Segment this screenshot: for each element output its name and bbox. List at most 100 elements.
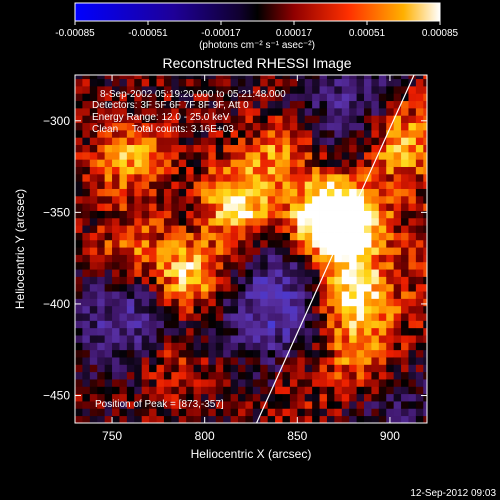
heatmap-cell (334, 210, 343, 219)
heatmap-cell (178, 408, 187, 417)
heatmap-cell (126, 415, 135, 423)
heatmap-cell (163, 107, 172, 116)
heatmap-cell (112, 225, 120, 233)
heatmap-cell (112, 283, 120, 292)
heatmap-cell (223, 225, 232, 233)
heatmap-cell (401, 335, 409, 343)
heatmap-cell (230, 386, 239, 395)
heatmap-cell (89, 129, 98, 138)
heatmap-cell (356, 107, 365, 116)
heatmap-cell (326, 283, 335, 292)
heatmap-cell (349, 195, 357, 204)
heatmap-cell (75, 335, 83, 343)
heatmap-cell (104, 137, 113, 145)
heatmap-cell (230, 115, 239, 124)
heatmap-cell (408, 100, 417, 109)
heatmap-cell (149, 195, 157, 204)
heatmap-cell (245, 122, 254, 131)
heatmap-cell (171, 415, 180, 423)
heatmap-cell (326, 100, 335, 109)
heatmap-cell (208, 144, 217, 153)
heatmap-cell (215, 166, 224, 175)
heatmap-cell (304, 313, 313, 321)
heatmap-cell (341, 269, 350, 277)
heatmap-cell (408, 379, 417, 387)
heatmap-cell (97, 210, 106, 219)
heatmap-cell (393, 349, 402, 358)
heatmap-cell (252, 415, 261, 423)
heatmap-cell (112, 415, 120, 423)
heatmap-cell (289, 217, 298, 226)
heatmap-cell (393, 239, 402, 248)
heatmap-cell (149, 313, 157, 321)
heatmap-cell (378, 137, 387, 145)
heatmap-cell (245, 217, 254, 226)
heatmap-cell (223, 239, 232, 248)
heatmap-cell (104, 415, 113, 423)
heatmap-cell (223, 254, 232, 263)
heatmap-cell (230, 247, 239, 255)
heatmap-cell (275, 217, 283, 226)
heatmap-cell (326, 137, 335, 145)
heatmap-cell (319, 239, 328, 248)
heatmap-cell (171, 349, 180, 358)
heatmap-cell (341, 210, 350, 219)
heatmap-cell (119, 401, 128, 409)
heatmap-cell (200, 269, 209, 277)
heatmap-cell (364, 335, 372, 343)
heatmap-cell (341, 349, 350, 358)
heatmap-cell (112, 247, 120, 255)
heatmap-cell (193, 115, 202, 124)
heatmap-cell (326, 195, 335, 204)
heatmap-cell (112, 115, 120, 124)
heatmap-cell (178, 313, 187, 321)
heatmap-cell (215, 137, 224, 145)
heatmap-cell (319, 379, 328, 387)
heatmap-cell (245, 335, 254, 343)
heatmap-cell (193, 100, 202, 109)
heatmap-cell (156, 93, 165, 102)
heatmap-cell (386, 115, 395, 124)
heatmap-cell (297, 203, 306, 211)
heatmap-cell (82, 78, 91, 87)
heatmap-cell (104, 225, 113, 233)
heatmap-cell (126, 335, 135, 343)
heatmap-cell (193, 386, 202, 395)
heatmap-cell (89, 305, 98, 314)
heatmap-cell (260, 291, 269, 299)
heatmap-cell (408, 93, 417, 102)
heatmap-cell (238, 107, 246, 116)
heatmap-cell (334, 357, 343, 365)
heatmap-cell (267, 349, 276, 358)
heatmap-cell (349, 181, 357, 189)
heatmap-cell (171, 115, 180, 124)
heatmap-cell (238, 364, 246, 373)
heatmap-cell (386, 327, 395, 336)
heatmap-cell (245, 298, 254, 307)
heatmap-cell (82, 225, 91, 233)
heatmap-cell (104, 210, 113, 219)
heatmap-cell (75, 188, 83, 197)
heatmap-cell (252, 247, 261, 255)
heatmap-cell (282, 100, 291, 109)
heatmap-cell (75, 386, 83, 395)
heatmap-cell (386, 291, 395, 299)
heatmap-cell (149, 298, 157, 307)
heatmap-cell (312, 283, 320, 292)
heatmap-cell (423, 247, 427, 255)
heatmap-cell (208, 276, 217, 285)
heatmap-cell (171, 401, 180, 409)
heatmap-cell (89, 371, 98, 380)
heatmap-cell (401, 232, 409, 241)
heatmap-cell (297, 261, 306, 270)
heatmap-cell (260, 115, 269, 124)
heatmap-cell (423, 283, 427, 292)
heatmap-cell (260, 107, 269, 116)
heatmap-cell (97, 327, 106, 336)
heatmap-cell (134, 291, 143, 299)
heatmap-cell (89, 327, 98, 336)
heatmap-cell (215, 151, 224, 160)
heatmap-cell (289, 107, 298, 116)
heatmap-cell (401, 261, 409, 270)
heatmap-cell (149, 100, 157, 109)
